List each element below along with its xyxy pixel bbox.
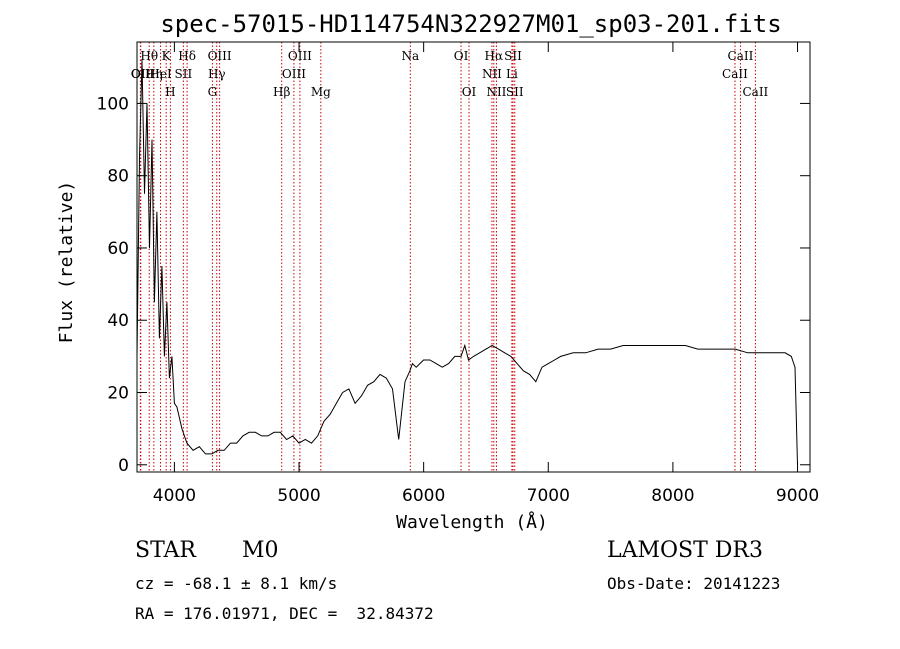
spectral-line-label: OIII (282, 67, 306, 81)
observation-date: Obs-Date: 20141223 (607, 574, 781, 593)
y-tick-label: 40 (107, 311, 129, 331)
plot-frame (136, 41, 811, 473)
spectral-line-label: G (208, 85, 218, 99)
spectral-line-label: Hγ (208, 67, 226, 81)
spectral-line-label: Hδ (178, 49, 196, 63)
spectral-line-label: Na (401, 49, 419, 63)
spectral-line-label: K (162, 49, 172, 63)
spectral-line-label: Hθ (140, 49, 158, 63)
x-tick-label: 6000 (402, 486, 445, 506)
spectral-line-label: OIII (208, 49, 232, 63)
spectrum-flux-line (136, 60, 798, 465)
y-axis-label: Flux (relative) (56, 181, 77, 344)
y-tick-label: 100 (97, 94, 129, 114)
y-axis-ticks: 0 20 40 60 80 100 (97, 94, 810, 476)
spectral-line-label: OI (454, 49, 469, 63)
spectral-line-label: Mg (311, 85, 331, 99)
spectral-line-label: OI (462, 85, 477, 99)
x-tick-label: 9000 (776, 486, 819, 506)
y-tick-label: 60 (107, 239, 129, 259)
y-tick-label: 20 (107, 384, 129, 404)
spectral-line-markers (139, 42, 756, 472)
x-tick-label: 4000 (153, 486, 196, 506)
spectral-line-label: Hα (485, 49, 504, 63)
spectral-line-label: NII (482, 67, 502, 81)
spectral-line-label: CaII (742, 85, 768, 99)
spectral-line-label: CaII (722, 67, 748, 81)
spectral-line-label: Li (506, 67, 518, 81)
spectral-line-label: Hβ (273, 85, 290, 99)
survey-name: LAMOST DR3 (607, 538, 763, 563)
spectral-line-label: Hη (145, 67, 163, 81)
redshift-velocity: cz = -68.1 ± 8.1 km/s (135, 574, 338, 593)
chart-title: spec-57015-HD114754N322927M01_sp03-201.f… (160, 10, 781, 38)
x-axis-ticks: 4000 5000 6000 7000 8000 9000 (153, 42, 819, 506)
spectral-line-label: SII (506, 85, 524, 99)
spectrum-line (136, 60, 798, 465)
y-tick-label: 80 (107, 167, 129, 187)
spectral-line-label: OII (131, 67, 151, 81)
spectral-line-label: H (165, 85, 175, 99)
spectral-line-label: OII (131, 67, 151, 81)
x-tick-label: 8000 (651, 486, 694, 506)
spectral-line-label: SII (504, 49, 522, 63)
spectral-line-label: OIII (288, 49, 312, 63)
y-tick-label: 0 (118, 456, 129, 476)
object-class: STAR (135, 538, 196, 563)
x-tick-label: 5000 (277, 486, 320, 506)
ra-dec-coordinates: RA = 176.01971, DEC = 32.84372 (135, 604, 434, 623)
spectral-line-label: SII (175, 67, 193, 81)
spectral-line-label: CaII (728, 49, 754, 63)
x-tick-label: 7000 (527, 486, 570, 506)
object-subclass: M0 (242, 538, 279, 563)
spectral-line-label: HeI (149, 67, 172, 81)
spectral-line-label: NII (486, 85, 506, 99)
x-axis-label: Wavelength (Å) (396, 511, 548, 533)
